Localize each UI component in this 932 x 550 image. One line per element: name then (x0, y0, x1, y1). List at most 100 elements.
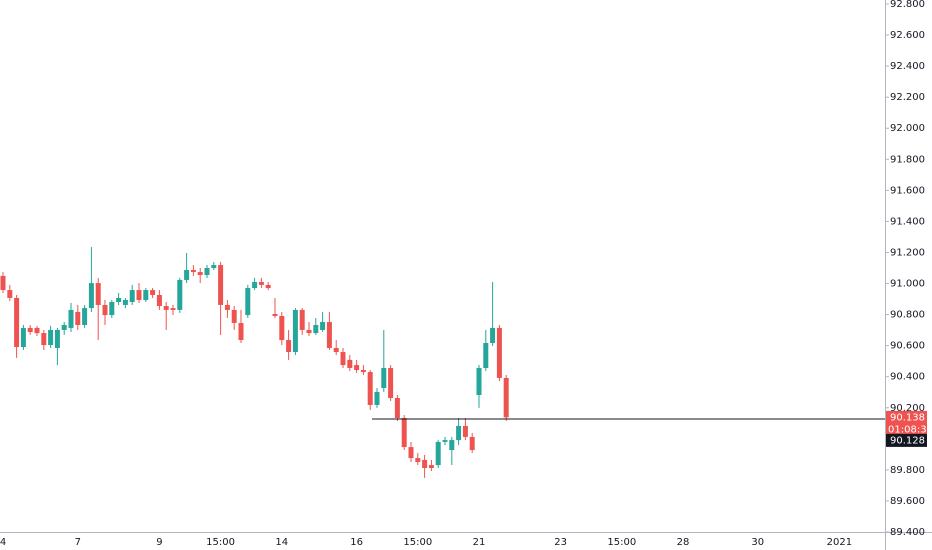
countdown-label: 01:08:35 (888, 424, 932, 435)
candle (238, 309, 244, 344)
candle-body (27, 327, 33, 332)
candle-body (347, 359, 353, 369)
candle-body (503, 377, 509, 418)
candle-body (0, 275, 6, 291)
candle-body (333, 347, 339, 353)
candle-body (204, 268, 210, 275)
x-tick-label: 2021 (827, 537, 852, 548)
candle-body (231, 309, 237, 323)
candle (333, 340, 339, 355)
candle (435, 440, 441, 469)
y-tick-label: 91.200 (890, 247, 925, 258)
y-tick-label: 89.600 (890, 496, 925, 507)
candle (279, 311, 285, 346)
candle-body (292, 309, 298, 353)
candle-body (102, 304, 108, 316)
candle (34, 325, 40, 337)
x-tick-label: 9 (156, 537, 162, 548)
candle (496, 324, 502, 382)
x-tick-label: 15:00 (206, 537, 235, 548)
candle-body (48, 329, 54, 346)
candle (299, 308, 305, 335)
candle-body (95, 283, 101, 305)
candle (68, 302, 74, 332)
candle-body (129, 290, 135, 303)
candle-body (422, 459, 428, 469)
candle-body (136, 290, 142, 300)
candle-body (449, 440, 455, 451)
candle (61, 322, 67, 335)
candle-body (170, 308, 176, 310)
candle (354, 359, 360, 373)
candle-body (490, 327, 496, 344)
candle (75, 304, 81, 330)
candle (54, 327, 60, 366)
candle (469, 432, 475, 453)
candle-body (456, 425, 462, 441)
y-tick-label: 91.600 (890, 185, 925, 196)
candle-body (367, 372, 373, 405)
candle-body (82, 308, 88, 325)
candle (442, 436, 448, 446)
x-tick-label: 7 (75, 537, 81, 548)
candle-body (476, 368, 482, 396)
y-tick-label: 92.600 (890, 30, 925, 41)
candle (170, 304, 176, 316)
last-price-box (886, 410, 927, 424)
candle (306, 322, 312, 337)
candle-body (415, 458, 421, 462)
candle-body (360, 370, 366, 373)
candle-body (381, 368, 387, 389)
x-tick-label: 28 (677, 537, 690, 548)
candle-body (272, 313, 278, 316)
candle-body (218, 265, 224, 305)
candle-body (313, 324, 319, 334)
candle (381, 329, 387, 392)
y-tick-label: 92.200 (890, 92, 925, 103)
candle-body (61, 324, 67, 330)
ray-price-box (886, 433, 927, 447)
y-tick-label: 92.400 (890, 61, 925, 72)
candle-body (238, 322, 244, 341)
candle-body (340, 352, 346, 366)
candle (462, 418, 468, 441)
candle (272, 297, 278, 319)
x-tick-label: 4 (0, 537, 6, 548)
candle (456, 418, 462, 446)
candle (41, 329, 47, 350)
candle (340, 347, 346, 369)
candle-body (143, 290, 149, 300)
candle (476, 365, 482, 408)
x-tick-label: 16 (350, 537, 363, 548)
candle-body (20, 327, 26, 348)
candle (122, 297, 128, 309)
x-tick-label: 21 (473, 537, 486, 548)
candle-body (401, 418, 407, 448)
candle (224, 299, 230, 319)
candle-body (354, 365, 360, 371)
candle-body (184, 270, 190, 280)
candle (252, 277, 258, 291)
candle-body (279, 315, 285, 341)
candle-body (462, 425, 468, 437)
x-tick-label: 30 (751, 537, 764, 548)
candle-body (7, 290, 13, 298)
candle (156, 290, 162, 310)
candle-body (326, 322, 332, 348)
y-tick-label: 90.600 (890, 341, 925, 352)
candle (503, 374, 509, 421)
candle-body (388, 368, 394, 398)
candle-body (177, 279, 183, 310)
candle-body (428, 465, 434, 469)
candle (136, 283, 142, 303)
candle (20, 324, 26, 350)
candle-body (265, 284, 271, 289)
y-tick-label: 89.800 (890, 465, 925, 476)
x-tick-label: 23 (554, 537, 567, 548)
candle-body (435, 441, 441, 466)
candle (143, 288, 149, 303)
candle (408, 441, 414, 462)
candle (401, 415, 407, 451)
